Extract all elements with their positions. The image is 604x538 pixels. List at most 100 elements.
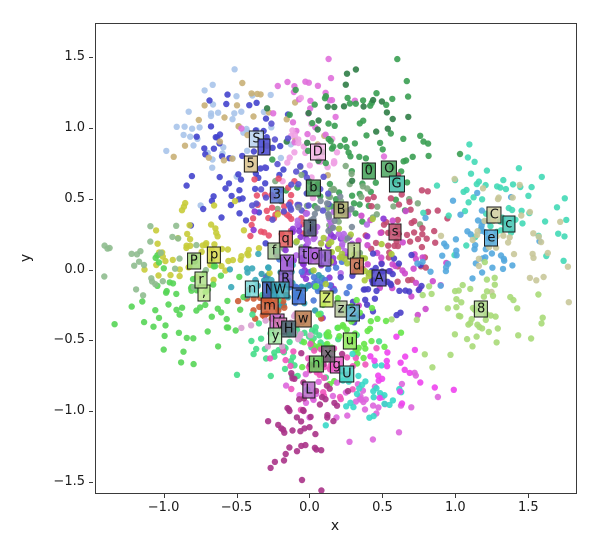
scatter-point (381, 392, 388, 399)
cluster-label-comma: , (197, 284, 211, 302)
scatter-point (359, 218, 366, 225)
scatter-point (355, 372, 362, 380)
scatter-point (188, 172, 196, 180)
scatter-point (337, 193, 344, 200)
scatter-point (392, 196, 399, 203)
y-tick-label: −1.5 (53, 474, 85, 490)
scatter-point (364, 242, 371, 249)
cluster-label-0: 0 (361, 162, 376, 180)
scatter-point (478, 325, 486, 332)
scatter-point (387, 130, 394, 137)
scatter-point (293, 414, 301, 421)
scatter-point (244, 250, 251, 257)
scatter-point (418, 243, 426, 251)
scatter-point (216, 173, 223, 181)
scatter-point (374, 315, 381, 322)
scatter-point (325, 135, 332, 143)
scatter-point (471, 158, 478, 165)
scatter-point (268, 276, 275, 284)
scatter-point (403, 231, 411, 239)
cluster-label-8: 8 (474, 300, 489, 318)
scatter-point (302, 78, 309, 85)
scatter-point (180, 348, 187, 355)
cluster-label-W: W (270, 281, 290, 299)
scatter-point (451, 331, 459, 338)
scatter-point (473, 231, 481, 239)
scatter-point (294, 217, 301, 224)
cluster-label-y: y (268, 327, 283, 345)
x-tick-mark (455, 494, 457, 498)
scatter-point (442, 264, 450, 271)
x-tick-mark (382, 494, 384, 498)
scatter-point (362, 345, 369, 352)
scatter-point (380, 153, 388, 160)
scatter-point (298, 442, 305, 450)
scatter-point (401, 366, 408, 373)
scatter-point (502, 185, 510, 193)
scatter-point (169, 233, 176, 241)
scatter-point (293, 238, 300, 245)
scatter-point (304, 237, 311, 244)
scatter-point (417, 379, 424, 386)
scatter-point (561, 233, 568, 240)
scatter-point (341, 255, 348, 262)
scatter-point (335, 225, 343, 232)
scatter-point (322, 422, 329, 429)
scatter-point (363, 132, 370, 139)
y-tick-label: −1.0 (53, 403, 85, 419)
scatter-point (238, 253, 245, 260)
cluster-label-5: 5 (243, 155, 258, 173)
scatter-point (238, 324, 245, 332)
cluster-label-2: 2 (345, 304, 360, 322)
scatter-point (344, 235, 351, 242)
scatter-point (242, 217, 250, 224)
scatter-point (319, 207, 327, 214)
scatter-point (331, 217, 338, 225)
scatter-point (231, 110, 238, 117)
scatter-point (563, 216, 570, 224)
scatter-point (431, 384, 438, 391)
scatter-point (475, 178, 483, 185)
scatter-point (314, 126, 321, 133)
scatter-point (383, 109, 391, 116)
scatter-point (253, 192, 261, 199)
scatter-point (535, 233, 542, 240)
scatter-point (384, 125, 391, 132)
scatter-point (275, 175, 282, 182)
scatter-point (453, 247, 460, 254)
scatter-point (410, 229, 418, 236)
scatter-point (396, 388, 404, 395)
scatter-point (369, 436, 377, 443)
scatter-point (169, 256, 176, 264)
scatter-point (160, 265, 167, 272)
scatter-point (394, 242, 402, 250)
scatter-point (251, 208, 258, 215)
scatter-point (487, 222, 494, 230)
scatter-point (356, 201, 363, 208)
scatter-point (565, 299, 572, 306)
scatter-point (378, 260, 385, 268)
scatter-point (332, 113, 339, 121)
y-tick-mark (89, 411, 93, 413)
scatter-point (152, 281, 159, 288)
scatter-point (538, 320, 545, 327)
scatter-point (267, 372, 274, 380)
scatter-point (450, 386, 457, 393)
scatter-point (233, 93, 240, 100)
scatter-points-layer (101, 55, 572, 493)
scatter-point (463, 335, 471, 343)
scatter-point (238, 108, 245, 115)
scatter-point (509, 181, 517, 188)
scatter-point (464, 154, 472, 161)
scatter-point (471, 246, 478, 253)
x-tick-label: 0.5 (372, 500, 393, 515)
scatter-point (364, 286, 372, 293)
scatter-point (312, 430, 319, 438)
scatter-point (200, 205, 207, 213)
scatter-point (425, 152, 432, 160)
y-tick-label: 0.0 (64, 261, 85, 277)
scatter-point (328, 238, 335, 246)
scatter-point (269, 156, 276, 163)
scatter-point (244, 131, 251, 139)
scatter-point (303, 210, 311, 217)
